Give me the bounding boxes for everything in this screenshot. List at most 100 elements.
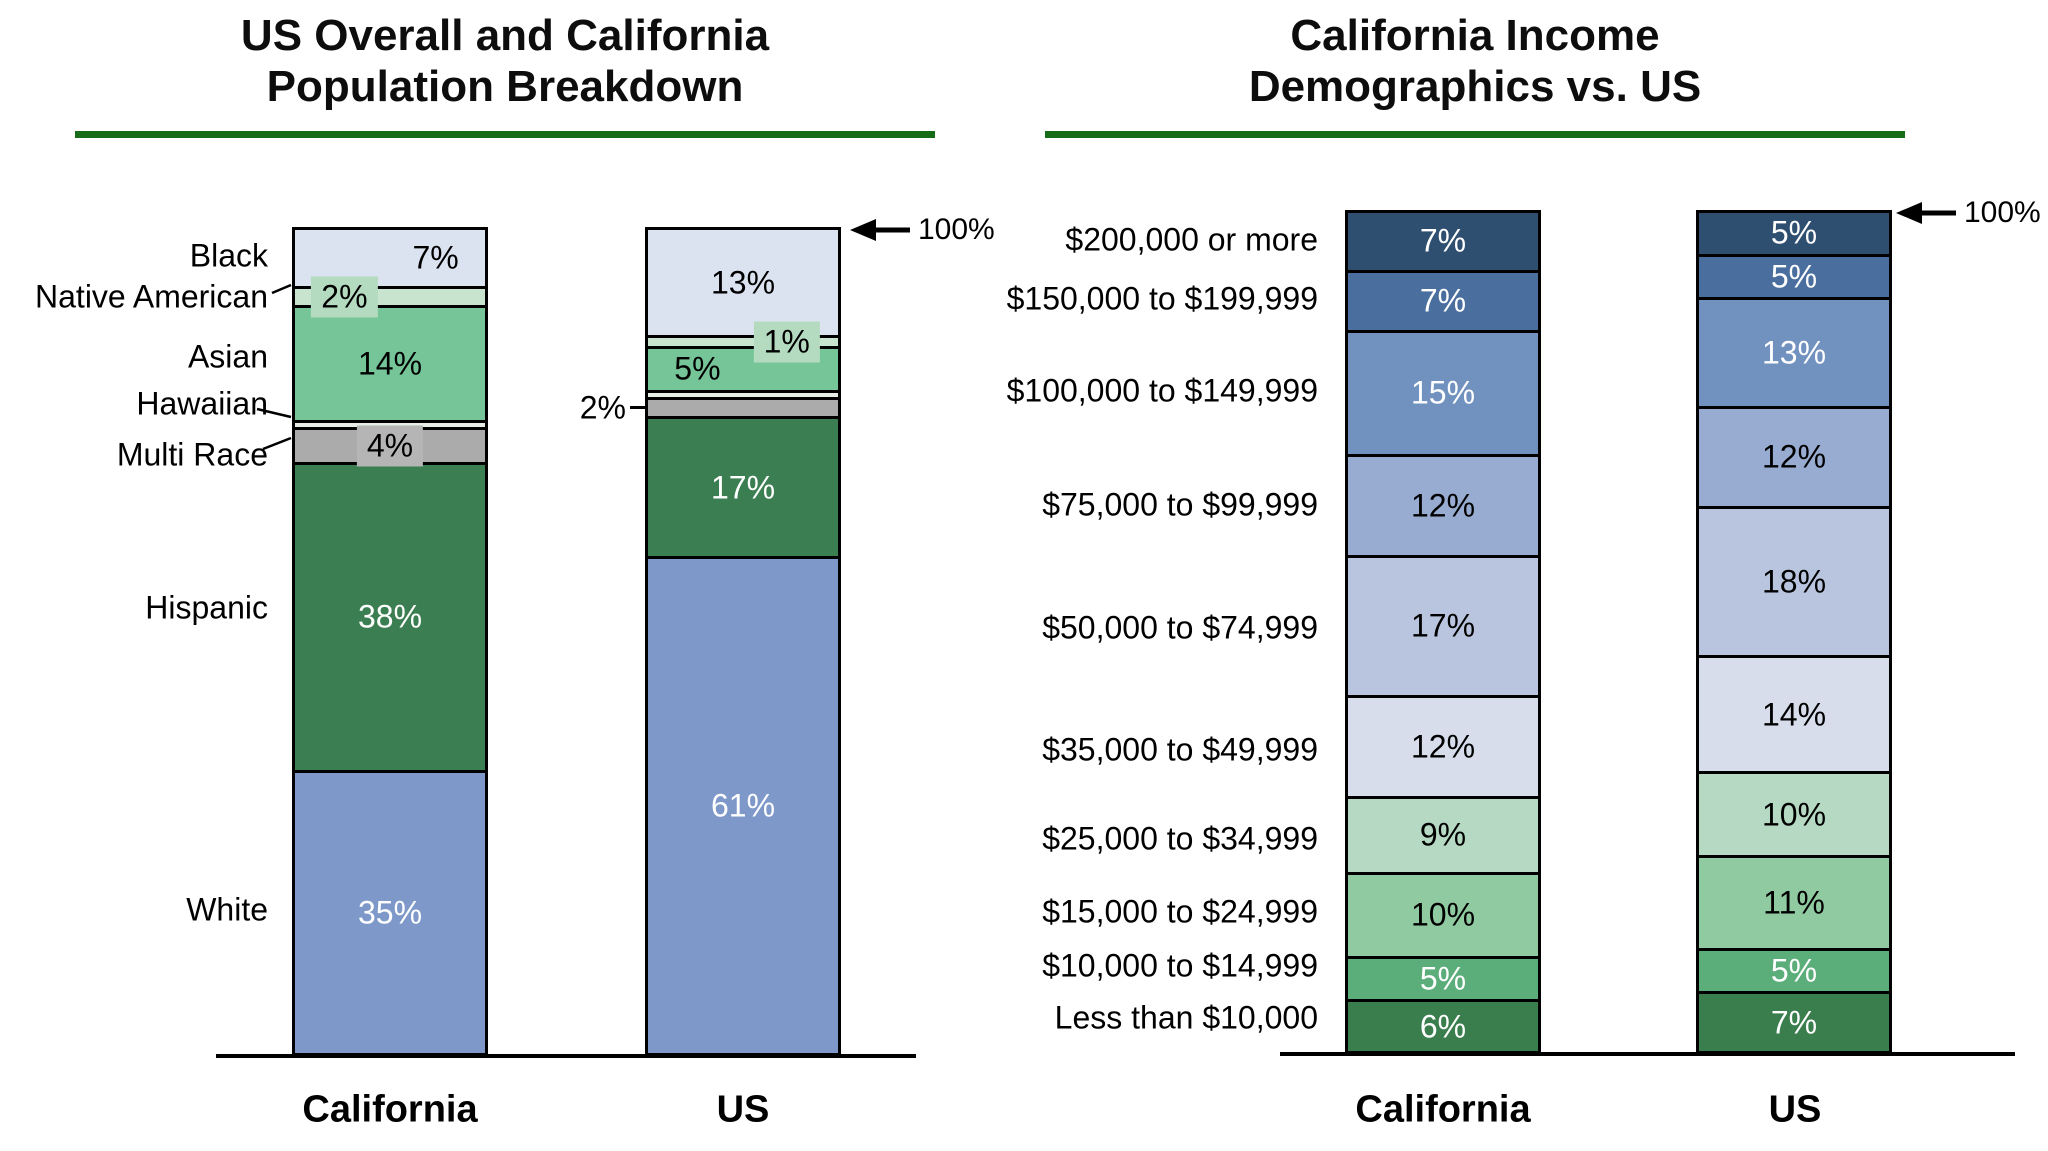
california-value-black: 7%	[412, 239, 459, 276]
income-chart-title: California Income Demographics vs. US	[1030, 10, 1920, 112]
us-segment-25-000-to-34-999: 10%	[1699, 774, 1889, 859]
us-segment-15-000-to-24-999: 11%	[1699, 858, 1889, 951]
california-segment-150-000-to-199-999: 7%	[1348, 272, 1538, 333]
california-segment-asian: 14%	[295, 308, 485, 424]
population-chart-title: US Overall and California Population Bre…	[0, 10, 1010, 112]
population-chart-title-line1: US Overall and California	[240, 11, 770, 60]
us-value-white: 61%	[710, 787, 776, 824]
axis-label-california: California	[1355, 1088, 1531, 1131]
california-stacked-bar: 7% 7% 15% 12% 17% 12% 9% 10% 5% 6%	[1345, 210, 1541, 1054]
axis-label-us: US	[716, 1088, 770, 1131]
california-value-asian: 14%	[357, 345, 423, 382]
us-value-15-000-to-24-999: 11%	[1763, 884, 1825, 921]
category-label-150-000-to-199-999: $150,000 to $199,999	[1006, 280, 1318, 317]
us-segment-multi-race: 2%	[580, 389, 838, 425]
us-segment-white: 61%	[648, 559, 838, 1053]
california-value-100-000-to-149-999: 15%	[1410, 374, 1476, 411]
category-label-multi-race: Multi Race	[116, 436, 268, 473]
us-value-50-000-to-74-999: 18%	[1761, 563, 1827, 600]
us-value-200-000-or-more: 5%	[1770, 214, 1818, 251]
california-value-10-000-to-14-999: 5%	[1419, 960, 1467, 997]
axis-label-california: California	[302, 1088, 478, 1131]
california-value-35-000-to-49-999: 12%	[1410, 728, 1476, 765]
california-segment-25-000-to-34-999: 9%	[1348, 798, 1538, 875]
california-segment-less-than-10-000: 6%	[1348, 1002, 1538, 1051]
category-label-native-american: Native American	[35, 278, 268, 315]
us-value-black: 13%	[710, 264, 776, 301]
category-label-hispanic: Hispanic	[145, 589, 268, 626]
california-segment-35-000-to-49-999: 12%	[1348, 698, 1538, 799]
california-value-200-000-or-more: 7%	[1419, 222, 1467, 259]
us-value-25-000-to-34-999: 10%	[1761, 796, 1827, 833]
category-label-100-000-to-149-999: $100,000 to $149,999	[1006, 372, 1318, 409]
california-value-75-000-to-99-999: 12%	[1410, 487, 1476, 524]
category-label-200-000-or-more: $200,000 or more	[1065, 221, 1318, 258]
us-segment-hispanic: 17%	[648, 418, 838, 560]
x-axis-line	[1280, 1052, 2015, 1056]
us-value-hispanic: 17%	[710, 469, 776, 506]
category-label-15-000-to-24-999: $15,000 to $24,999	[1042, 893, 1318, 930]
us-segment-native-american: 1%	[648, 321, 838, 363]
us-value-10-000-to-14-999: 5%	[1770, 952, 1818, 989]
california-segment-50-000-to-74-999: 17%	[1348, 557, 1538, 699]
us-value-native-american: 1%	[753, 321, 820, 363]
california-segment-native-american: 2%	[295, 276, 485, 318]
stack-total-label: 100%	[918, 213, 995, 246]
california-value-50-000-to-74-999: 17%	[1410, 607, 1476, 644]
income-chart-title-line1: California Income	[1290, 11, 1660, 60]
us-value-150-000-to-199-999: 5%	[1770, 258, 1818, 295]
us-value-75-000-to-99-999: 12%	[1761, 438, 1827, 475]
us-segment-10-000-to-14-999: 5%	[1699, 950, 1889, 995]
california-stacked-bar: 7% 2% 14% 4% 38% 35%	[292, 227, 488, 1056]
category-label-10-000-to-14-999: $10,000 to $14,999	[1042, 947, 1318, 984]
california-value-native-american: 2%	[311, 276, 378, 318]
us-segment-150-000-to-199-999: 5%	[1699, 256, 1889, 301]
california-value-white: 35%	[357, 894, 423, 931]
category-label-75-000-to-99-999: $75,000 to $99,999	[1042, 486, 1318, 523]
california-value-150-000-to-199-999: 7%	[1419, 282, 1467, 319]
us-value-multi-race: 2%	[579, 389, 626, 426]
income-chart-title-line2: Demographics vs. US	[1248, 62, 1702, 112]
category-label-hawaiian: Hawaiian	[136, 385, 268, 422]
us-value-100-000-to-149-999: 13%	[1761, 334, 1827, 371]
category-label-white: White	[186, 891, 268, 928]
category-label-asian: Asian	[187, 338, 268, 375]
category-label-50-000-to-74-999: $50,000 to $74,999	[1042, 609, 1318, 646]
population-chart-title-line2: Population Breakdown	[266, 62, 744, 112]
california-value-25-000-to-34-999: 9%	[1419, 816, 1467, 853]
california-value-hispanic: 38%	[357, 598, 423, 635]
california-value-less-than-10-000: 6%	[1419, 1008, 1467, 1045]
california-segment-75-000-to-99-999: 12%	[1348, 457, 1538, 558]
income-title-underline	[1045, 131, 1905, 138]
us-segment-75-000-to-99-999: 12%	[1699, 408, 1889, 509]
california-value-multi-race: 4%	[356, 425, 424, 467]
california-segment-white: 35%	[295, 772, 485, 1053]
us-segment-black: 13%	[648, 230, 838, 339]
california-segment-10-000-to-14-999: 5%	[1348, 958, 1538, 1003]
category-label-black: Black	[189, 237, 268, 274]
us-segment-hawaiian	[648, 392, 838, 400]
us-segment-35-000-to-49-999: 14%	[1699, 657, 1889, 775]
california-segment-15-000-to-24-999: 10%	[1348, 874, 1538, 959]
california-segment-multi-race: 4%	[295, 425, 485, 467]
us-value-35-000-to-49-999: 14%	[1761, 696, 1827, 733]
us-segment-100-000-to-149-999: 13%	[1699, 300, 1889, 409]
stack-total-label: 100%	[1964, 196, 2041, 229]
category-label-35-000-to-49-999: $35,000 to $49,999	[1042, 731, 1318, 768]
us-value-asian: 5%	[674, 350, 721, 387]
us-segment-200-000-or-more: 5%	[1699, 213, 1889, 257]
california-segment-100-000-to-149-999: 15%	[1348, 332, 1538, 458]
population-title-underline	[75, 131, 935, 138]
us-stacked-bar: 13% 1% 5% 2% 17% 61%	[580, 227, 841, 1056]
us-segment-less-than-10-000: 7%	[1699, 994, 1889, 1051]
us-value-less-than-10-000: 7%	[1770, 1004, 1818, 1041]
x-axis-line	[216, 1054, 916, 1058]
us-stacked-bar: 5% 5% 13% 12% 18% 14% 10% 11% 5% 7%	[1696, 210, 1892, 1054]
california-segment-hispanic: 38%	[295, 465, 485, 773]
axis-label-us: US	[1768, 1088, 1822, 1131]
category-label-25-000-to-34-999: $25,000 to $34,999	[1042, 820, 1318, 857]
category-label-less-than-10-000: Less than $10,000	[1054, 999, 1318, 1036]
